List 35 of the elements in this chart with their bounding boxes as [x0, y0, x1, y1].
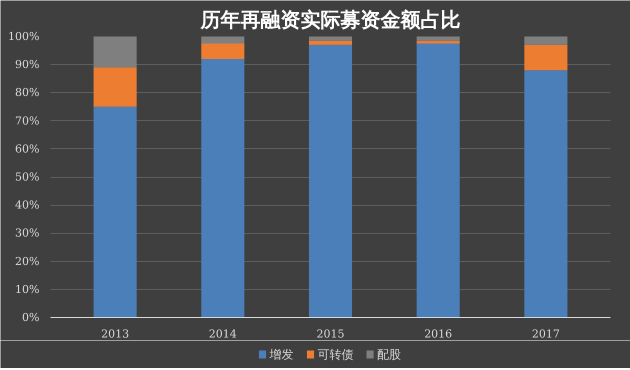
- bar: [308, 40, 352, 45]
- legend-label: 配股: [377, 348, 402, 362]
- y-tick-label: 70%: [15, 114, 40, 128]
- x-tick-label: 2013: [101, 328, 130, 340]
- legend-label: 可转债: [318, 348, 354, 362]
- bar: [94, 67, 137, 107]
- bar: [416, 36, 460, 41]
- y-tick-label: 50%: [15, 170, 40, 184]
- bar: [201, 36, 244, 44]
- bar: [308, 44, 352, 318]
- y-tick-label: 80%: [15, 86, 40, 100]
- x-tick-label: 2016: [424, 328, 452, 340]
- bar: [94, 36, 137, 68]
- y-tick-label: 0%: [22, 311, 40, 324]
- y-tick-label: 10%: [15, 282, 40, 296]
- y-tick-label: 40%: [15, 198, 40, 212]
- bar: [201, 44, 244, 59]
- bar: [201, 58, 244, 318]
- bar: [416, 40, 460, 44]
- bar: [416, 44, 460, 318]
- y-tick-label: 60%: [15, 142, 40, 156]
- bar: [524, 36, 568, 45]
- chart-title: 历年再融资实际募资金额占比: [200, 8, 460, 32]
- legend-label: 增发: [268, 348, 294, 362]
- x-tick-label: 2017: [532, 328, 560, 340]
- bar: [308, 36, 352, 41]
- bar: [524, 44, 568, 70]
- bar: [524, 70, 568, 318]
- x-tick-label: 2015: [316, 328, 345, 340]
- y-tick-label: 30%: [15, 226, 40, 240]
- x-tick-label: 2014: [208, 328, 237, 340]
- bar: [94, 106, 137, 318]
- y-tick-label: 100%: [8, 30, 40, 43]
- y-tick-label: 20%: [15, 254, 40, 268]
- y-tick-label: 90%: [15, 58, 40, 72]
